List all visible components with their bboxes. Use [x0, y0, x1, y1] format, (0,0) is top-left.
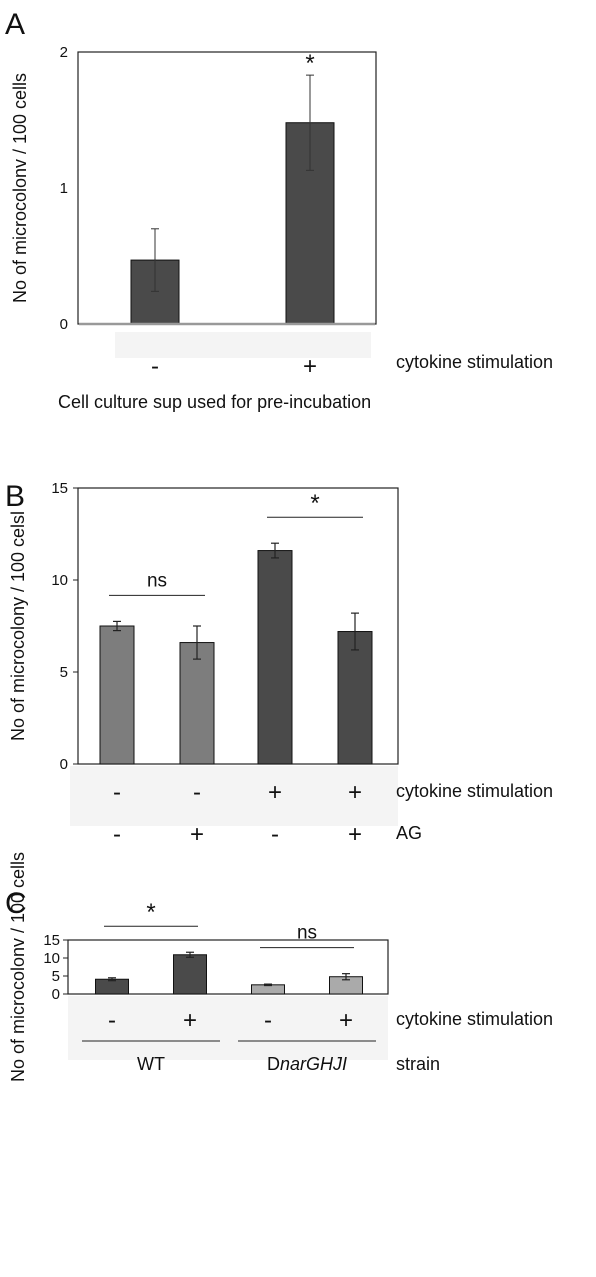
y-axis-label: No of microcolonv / 100 cells	[10, 73, 30, 303]
sign-label: -	[113, 821, 121, 848]
y-tick-label: 5	[52, 968, 60, 985]
bar	[257, 550, 293, 765]
footer-label: Cell culture sup used for pre-incubation	[58, 392, 371, 412]
sign-row-shading	[115, 332, 371, 358]
sign-label: +	[303, 353, 317, 380]
bar	[337, 631, 373, 765]
group-label: DnarGHJI	[267, 1054, 347, 1074]
sign-label: +	[268, 779, 282, 806]
sign-label: -	[113, 779, 121, 806]
significance-star: *	[146, 899, 155, 926]
plot-frame	[67, 939, 389, 995]
row-label: cytokine stimulation	[396, 781, 553, 801]
ns-label: ns	[297, 923, 317, 944]
sign-label: +	[190, 821, 204, 848]
sign-label: -	[271, 821, 279, 848]
significance-star: *	[305, 50, 314, 77]
sign-row-shading	[68, 996, 388, 1060]
sign-label: -	[151, 353, 159, 380]
y-tick-label: 0	[52, 986, 60, 1003]
significance-star: *	[310, 490, 319, 517]
panel-label-b: B	[5, 480, 25, 513]
sign-label: +	[348, 779, 362, 806]
sign-row-shading	[70, 766, 398, 826]
sign-label: +	[183, 1007, 197, 1034]
y-axis-label: No of microcolony / 100 celsl	[8, 511, 28, 741]
row-label: cytokine stimulation	[396, 352, 553, 372]
bar	[99, 625, 135, 765]
y-axis-label: No of microcolonv / 100 cells	[8, 852, 28, 1082]
bar	[251, 984, 285, 995]
sign-label: -	[108, 1007, 116, 1034]
bar	[95, 978, 129, 995]
bar	[179, 642, 215, 765]
row-label: strain	[396, 1054, 440, 1074]
panel-label-c: C	[5, 887, 27, 920]
bar	[173, 954, 207, 995]
y-tick-label: 1	[60, 180, 68, 197]
y-tick-label: 2	[60, 44, 68, 61]
y-tick-label: 0	[60, 756, 68, 773]
row-label: AG	[396, 823, 422, 843]
sign-label: +	[348, 821, 362, 848]
y-tick-label: 10	[43, 950, 60, 967]
group-label: WT	[137, 1054, 165, 1074]
row-label: cytokine stimulation	[396, 1009, 553, 1029]
sign-label: -	[264, 1007, 272, 1034]
y-tick-label: 15	[51, 480, 68, 497]
y-tick-label: 5	[60, 664, 68, 681]
plot-frame	[77, 487, 399, 765]
sign-label: +	[339, 1007, 353, 1034]
y-tick-label: 15	[43, 932, 60, 949]
y-tick-label: 0	[60, 316, 68, 333]
panel-label-a: A	[5, 8, 25, 41]
ns-label: ns	[147, 570, 167, 591]
y-tick-label: 10	[51, 572, 68, 589]
sign-label: -	[193, 779, 201, 806]
